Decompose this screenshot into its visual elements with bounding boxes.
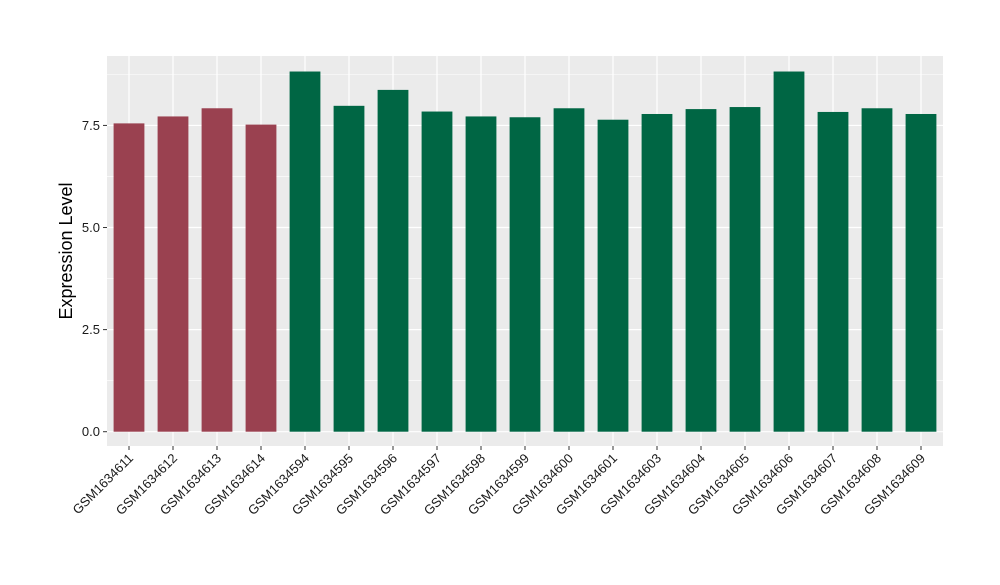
bar-GSM1634605 [729,107,761,432]
bar-GSM1634603 [641,113,673,432]
bar-GSM1634611 [113,123,145,432]
bar-GSM1634614 [245,124,277,432]
bar-GSM1634596 [377,89,409,432]
bar-GSM1634598 [465,116,497,432]
bar-GSM1634597 [421,111,453,432]
x-axis: GSM1634611GSM1634612GSM1634613GSM1634614… [69,446,928,518]
y-tick-label: 5.0 [82,220,100,235]
bar-GSM1634599 [509,117,541,432]
bar-GSM1634594 [289,71,321,432]
bar-GSM1634600 [553,108,585,432]
y-tick-label: 0.0 [82,424,100,439]
y-tick-label: 7.5 [82,118,100,133]
bar-GSM1634609 [905,113,937,432]
y-tick-label: 2.5 [82,322,100,337]
bar-GSM1634607 [817,111,849,432]
bar-GSM1634601 [597,119,629,432]
bar-GSM1634595 [333,105,365,432]
y-axis-title: Expression Level [56,182,76,319]
bar-GSM1634604 [685,109,717,432]
bar-GSM1634608 [861,108,893,432]
bar-GSM1634612 [157,116,189,432]
bar-GSM1634613 [201,108,233,432]
bar-GSM1634606 [773,71,805,432]
bars [113,71,937,432]
y-axis: 0.0 2.5 5.0 7.5 [82,118,107,439]
